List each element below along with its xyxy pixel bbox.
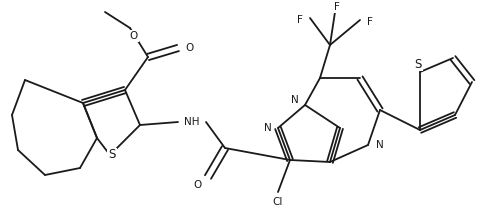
Text: F: F <box>297 15 303 25</box>
Text: N: N <box>291 95 299 105</box>
Text: NH: NH <box>184 117 200 127</box>
Text: O: O <box>186 43 194 53</box>
Text: Cl: Cl <box>273 197 283 207</box>
Text: O: O <box>194 180 202 190</box>
Text: F: F <box>334 2 340 12</box>
Text: N: N <box>376 140 384 150</box>
Text: N: N <box>264 123 272 133</box>
Text: S: S <box>108 148 116 161</box>
Text: F: F <box>367 17 373 27</box>
Text: S: S <box>414 58 422 71</box>
Text: O: O <box>130 31 138 41</box>
